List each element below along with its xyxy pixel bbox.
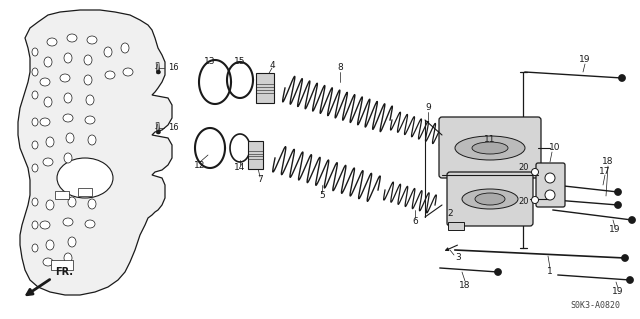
- Text: 18: 18: [460, 280, 471, 290]
- Ellipse shape: [63, 114, 73, 122]
- Text: 16: 16: [168, 123, 179, 132]
- Text: 14: 14: [234, 164, 246, 173]
- Circle shape: [545, 173, 555, 183]
- Ellipse shape: [32, 48, 38, 56]
- Text: 17: 17: [599, 167, 611, 176]
- Polygon shape: [248, 141, 262, 169]
- Ellipse shape: [87, 36, 97, 44]
- Circle shape: [531, 197, 538, 204]
- Text: 11: 11: [484, 136, 496, 145]
- Ellipse shape: [67, 34, 77, 42]
- Circle shape: [156, 70, 161, 74]
- Ellipse shape: [88, 199, 96, 209]
- Ellipse shape: [32, 141, 38, 149]
- Ellipse shape: [32, 164, 38, 172]
- Ellipse shape: [43, 258, 53, 266]
- Text: 10: 10: [549, 144, 561, 152]
- Ellipse shape: [64, 93, 72, 103]
- Circle shape: [545, 190, 555, 200]
- Ellipse shape: [32, 68, 38, 76]
- Ellipse shape: [123, 68, 133, 76]
- Text: 9: 9: [425, 103, 431, 113]
- Text: 13: 13: [204, 57, 216, 66]
- Ellipse shape: [40, 118, 50, 126]
- Ellipse shape: [60, 74, 70, 82]
- Ellipse shape: [66, 133, 74, 143]
- Ellipse shape: [40, 78, 50, 86]
- Circle shape: [628, 217, 636, 224]
- Ellipse shape: [46, 200, 54, 210]
- Ellipse shape: [104, 47, 112, 57]
- Text: 3: 3: [455, 254, 461, 263]
- Text: 4: 4: [269, 61, 275, 70]
- Text: 19: 19: [609, 226, 621, 234]
- Ellipse shape: [44, 97, 52, 107]
- Ellipse shape: [88, 135, 96, 145]
- Ellipse shape: [64, 153, 72, 163]
- Ellipse shape: [32, 91, 38, 99]
- FancyBboxPatch shape: [536, 163, 565, 207]
- Ellipse shape: [43, 158, 53, 166]
- FancyBboxPatch shape: [447, 172, 533, 226]
- Ellipse shape: [85, 116, 95, 124]
- Ellipse shape: [84, 55, 92, 65]
- Text: 7: 7: [257, 175, 263, 184]
- Text: FR.: FR.: [55, 267, 73, 277]
- Ellipse shape: [84, 75, 92, 85]
- Ellipse shape: [32, 118, 38, 126]
- Ellipse shape: [32, 198, 38, 206]
- Ellipse shape: [472, 142, 508, 154]
- FancyBboxPatch shape: [439, 117, 541, 178]
- Ellipse shape: [47, 38, 57, 46]
- Text: 5: 5: [319, 190, 325, 199]
- Ellipse shape: [475, 193, 505, 205]
- Circle shape: [627, 277, 634, 284]
- Ellipse shape: [68, 237, 76, 247]
- Ellipse shape: [44, 57, 52, 67]
- Ellipse shape: [85, 220, 95, 228]
- Ellipse shape: [455, 136, 525, 160]
- Ellipse shape: [63, 218, 73, 226]
- Ellipse shape: [68, 197, 76, 207]
- Ellipse shape: [57, 158, 113, 198]
- Ellipse shape: [462, 189, 518, 209]
- Ellipse shape: [64, 253, 72, 263]
- Text: 8: 8: [337, 63, 343, 72]
- Ellipse shape: [121, 43, 129, 53]
- Text: 19: 19: [612, 287, 624, 296]
- Bar: [448, 222, 464, 230]
- Circle shape: [531, 168, 538, 175]
- Circle shape: [614, 202, 621, 209]
- Text: S0K3-A0820: S0K3-A0820: [570, 301, 620, 310]
- Text: 20: 20: [519, 164, 529, 173]
- Text: 19: 19: [579, 56, 591, 64]
- Text: 16: 16: [168, 63, 179, 72]
- Text: 6: 6: [412, 218, 418, 226]
- Ellipse shape: [46, 240, 54, 250]
- Circle shape: [156, 130, 161, 134]
- Ellipse shape: [32, 244, 38, 252]
- Ellipse shape: [46, 137, 54, 147]
- Text: 20: 20: [519, 197, 529, 206]
- Polygon shape: [18, 10, 172, 295]
- Text: 12: 12: [195, 160, 205, 169]
- Text: 1: 1: [547, 268, 553, 277]
- Ellipse shape: [32, 221, 38, 229]
- Bar: [55, 191, 69, 199]
- Ellipse shape: [86, 95, 94, 105]
- Circle shape: [495, 269, 502, 276]
- Circle shape: [614, 189, 621, 196]
- Bar: [78, 188, 92, 196]
- Circle shape: [618, 75, 625, 81]
- Polygon shape: [256, 73, 274, 103]
- Ellipse shape: [40, 221, 50, 229]
- Text: 2: 2: [447, 210, 453, 219]
- Circle shape: [621, 255, 628, 262]
- Bar: [51, 260, 73, 270]
- Ellipse shape: [64, 53, 72, 63]
- Text: 18: 18: [602, 158, 614, 167]
- Ellipse shape: [105, 71, 115, 79]
- Text: 15: 15: [234, 57, 246, 66]
